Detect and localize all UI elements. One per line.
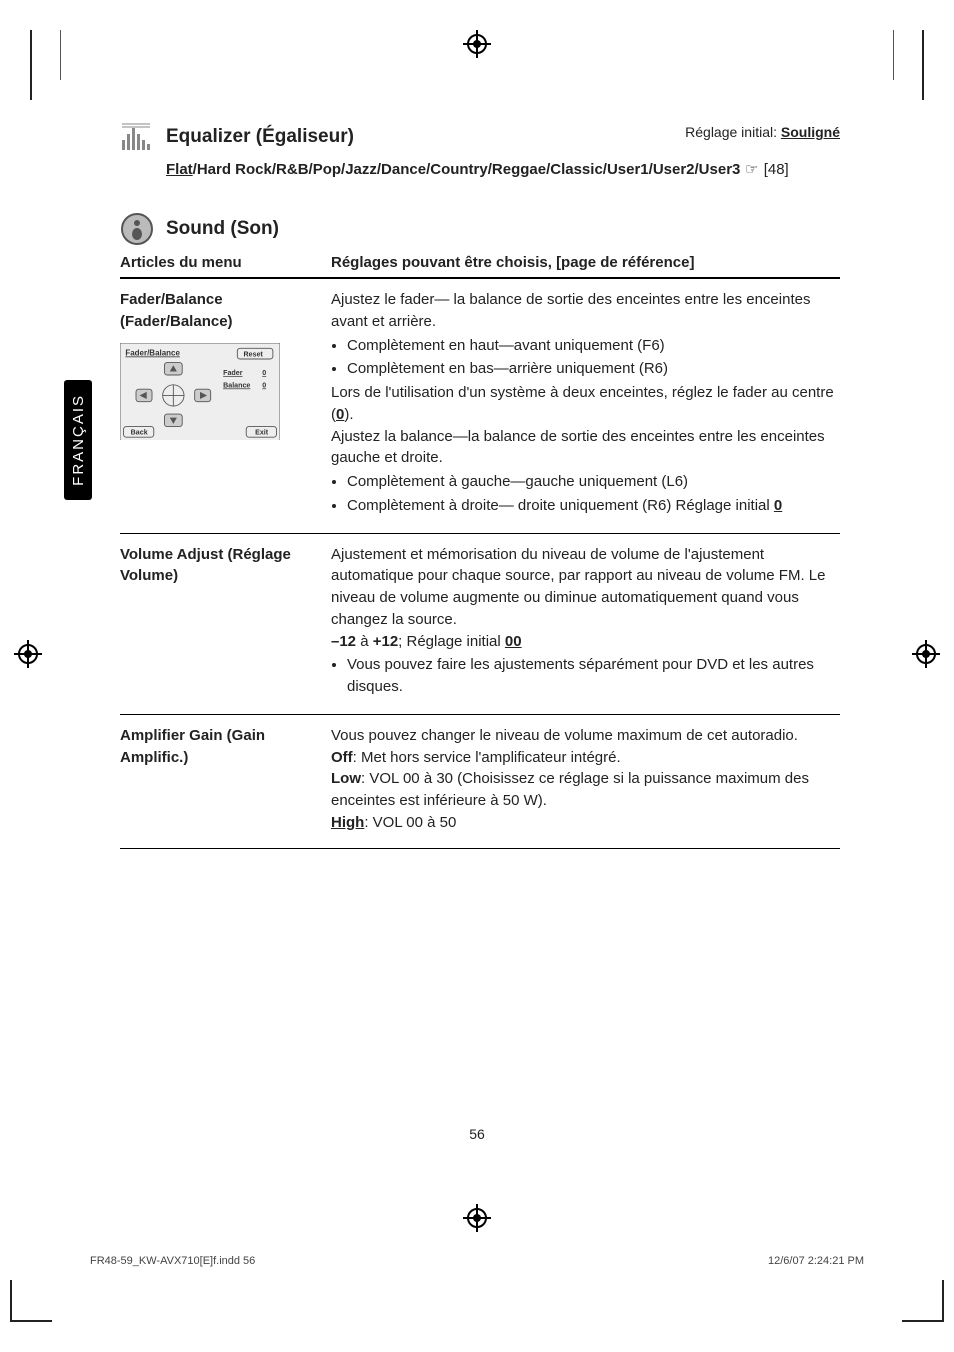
amplifier-gain-desc: Vous pouvez changer le niveau de volume … xyxy=(331,714,840,848)
page-content: Equalizer (Égaliseur) Réglage initial: S… xyxy=(120,120,840,849)
list-item: Complètement en haut—avant uniquement (F… xyxy=(347,335,834,357)
svg-back: Back xyxy=(131,428,148,436)
crop-mark xyxy=(863,30,894,80)
svg-fader: Fader xyxy=(223,368,243,376)
svg-reset: Reset xyxy=(244,350,264,358)
volume-adjust-desc: Ajustement et mémorisation du niveau de … xyxy=(331,533,840,714)
registration-mark-icon xyxy=(463,1204,491,1232)
crop-mark xyxy=(60,30,91,80)
list-item: Complètement en bas—arrière uniquement (… xyxy=(347,358,834,380)
initial-setting-label: Réglage initial: Souligné xyxy=(685,124,840,140)
svg-title: Fader/Balance xyxy=(125,348,180,357)
crop-mark xyxy=(30,30,62,100)
equalizer-title: Equalizer (Égaliseur) xyxy=(166,126,354,148)
table-row: Fader/Balance (Fader/Balance) Fader/Bala… xyxy=(120,278,840,533)
equalizer-heading: Equalizer (Égaliseur) Réglage initial: S… xyxy=(120,120,840,154)
sound-heading: Sound (Son) xyxy=(120,212,840,246)
equalizer-options: Flat/Hard Rock/R&B/Pop/Jazz/Dance/Countr… xyxy=(166,160,840,178)
svg-exit: Exit xyxy=(255,428,269,436)
language-tab-label: FRANÇAIS xyxy=(70,394,87,486)
table-row: Amplifier Gain (Gain Amplific.) Vous pou… xyxy=(120,714,840,848)
crop-mark xyxy=(892,30,924,100)
page-number: 56 xyxy=(469,1126,485,1142)
table-header-settings: Réglages pouvant être choisis, [page de … xyxy=(331,246,840,278)
settings-table: Articles du menu Réglages pouvant être c… xyxy=(120,246,840,849)
fader-balance-label: Fader/Balance (Fader/Balance) xyxy=(120,289,325,333)
table-row: Volume Adjust (Réglage Volume) Ajustemen… xyxy=(120,533,840,714)
registration-mark-icon xyxy=(463,30,491,58)
footer-filename: FR48-59_KW-AVX710[E]f.indd 56 xyxy=(90,1255,255,1267)
list-item: Complètement à droite— droite uniquement… xyxy=(347,495,834,517)
svg-balance: Balance xyxy=(223,381,250,389)
list-item: Vous pouvez faire les ajustements séparé… xyxy=(347,654,834,698)
fader-balance-desc: Ajustez le fader— la balance de sortie d… xyxy=(331,278,840,533)
list-item: Complètement à gauche—gauche uniquement … xyxy=(347,471,834,493)
amplifier-gain-label: Amplifier Gain (Gain Amplific.) xyxy=(120,725,325,769)
registration-mark-icon xyxy=(912,640,940,668)
crop-mark xyxy=(902,1280,944,1322)
fader-balance-thumbnail: Fader/Balance Reset xyxy=(120,343,280,448)
crop-mark xyxy=(10,1280,52,1322)
sound-title: Sound (Son) xyxy=(166,218,279,240)
footer-timestamp: 12/6/07 2:24:21 PM xyxy=(768,1255,864,1267)
svg-balance-val: 0 xyxy=(262,381,266,389)
sound-icon xyxy=(120,212,154,246)
equalizer-icon xyxy=(120,120,154,154)
language-tab: FRANÇAIS xyxy=(64,380,92,500)
table-header-items: Articles du menu xyxy=(120,246,331,278)
volume-adjust-label: Volume Adjust (Réglage Volume) xyxy=(120,544,325,588)
registration-mark-icon xyxy=(14,640,42,668)
svg-fader-val: 0 xyxy=(262,368,266,376)
print-footer: FR48-59_KW-AVX710[E]f.indd 56 12/6/07 2:… xyxy=(90,1255,864,1267)
